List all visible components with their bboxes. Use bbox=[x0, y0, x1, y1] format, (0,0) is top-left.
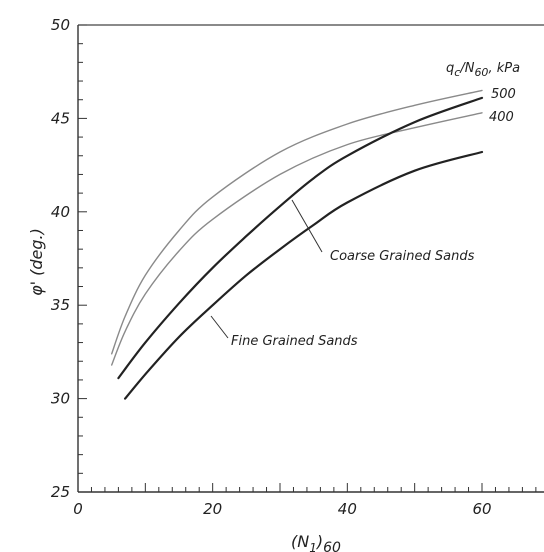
x-axis-label: (N1)60 bbox=[291, 532, 341, 552]
y-tick-label: 35 bbox=[51, 296, 70, 314]
x-tick-label: 0 bbox=[73, 500, 83, 518]
coarse-grained-sands-label: Coarse Grained Sands bbox=[330, 249, 475, 264]
curve-fine-grained-sands bbox=[124, 150, 484, 400]
y-tick-label: 45 bbox=[51, 109, 70, 127]
series-label-500: 500 bbox=[491, 87, 516, 102]
x-tick-label: 40 bbox=[338, 500, 357, 518]
x-tick-label: 20 bbox=[203, 500, 222, 518]
curve-400 bbox=[111, 112, 483, 366]
legend-title: qc/N60, kPa bbox=[446, 61, 520, 79]
y-tick-label: 40 bbox=[51, 203, 70, 221]
curve-coarse-grained-sands bbox=[117, 96, 484, 380]
leader-lines bbox=[210, 199, 323, 339]
coarse-leader-line bbox=[291, 199, 323, 253]
curves-group bbox=[111, 89, 484, 400]
y-tick-label: 30 bbox=[51, 390, 70, 408]
y-tick-label: 50 bbox=[51, 16, 70, 34]
plot-frame bbox=[77, 24, 544, 493]
y-axis-label: φ' (deg.) bbox=[27, 228, 46, 296]
x-tick-label: 60 bbox=[472, 500, 491, 518]
series-label-400: 400 bbox=[489, 110, 514, 125]
fine-grained-sands-label: Fine Grained Sands bbox=[231, 334, 358, 349]
curve-500 bbox=[111, 89, 483, 355]
fine-leader-line bbox=[210, 315, 229, 339]
y-tick-label: 25 bbox=[51, 483, 70, 501]
